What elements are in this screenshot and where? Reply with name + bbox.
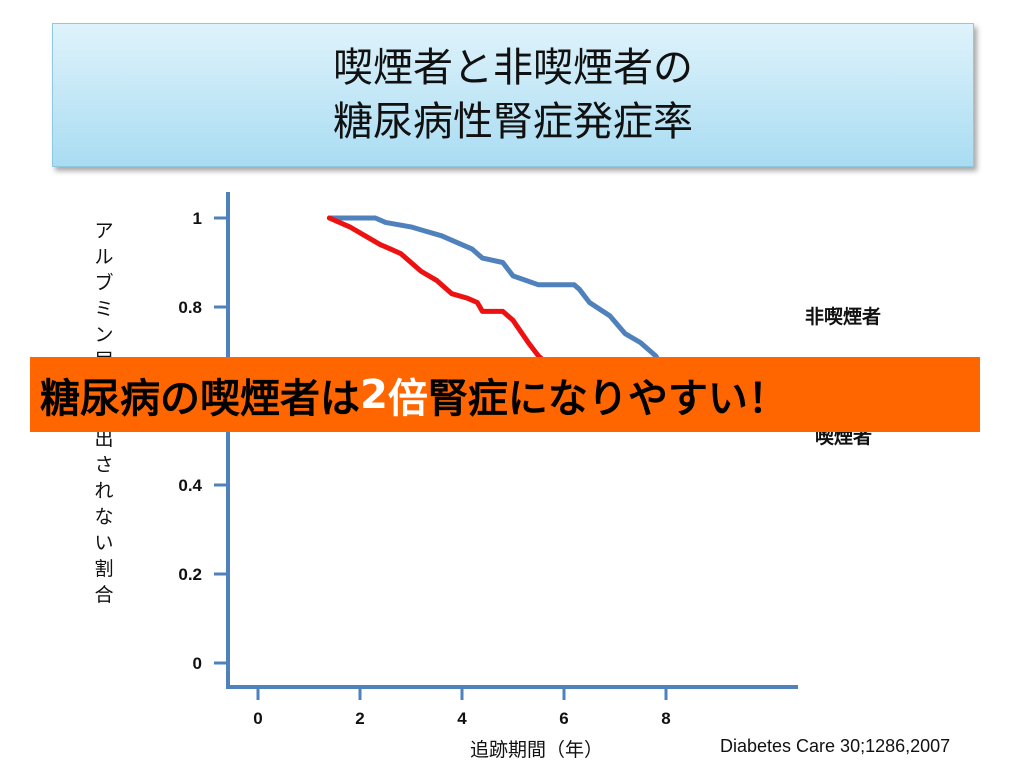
series-line-non-smoker <box>326 215 725 368</box>
banner-text-before: 糖尿病の喫煙者は <box>40 375 360 422</box>
series-line-smoker <box>326 215 567 386</box>
banner-text-after: 腎症になりやすい！ <box>427 375 788 422</box>
x-tick-label: 2 <box>355 709 364 728</box>
y-tick-label: 0.4 <box>178 476 202 495</box>
y-tick-label: 1 <box>193 209 202 228</box>
banner-highlight-number: 2 <box>360 371 388 418</box>
title-box: 喫煙者と非喫煙者の 糖尿病性腎症発症率 <box>52 23 974 167</box>
y-tick-label: 0.2 <box>178 565 202 584</box>
title-line-1: 喫煙者と非喫煙者の <box>333 45 693 91</box>
y-tick-label: 0 <box>193 654 202 673</box>
x-tick-label: 8 <box>661 709 670 728</box>
banner-highlight-char: 倍 <box>387 375 428 422</box>
title-line-2: 糖尿病性腎症発症率 <box>333 99 693 145</box>
series-label-non-smoker: 非喫煙者 <box>805 306 882 328</box>
x-tick-label: 0 <box>253 709 262 728</box>
x-tick-label: 4 <box>457 709 467 728</box>
highlight-banner: 糖尿病の喫煙者は 2 倍腎症になりやすい！ <box>30 357 980 432</box>
y-tick-label: 0.8 <box>178 298 202 317</box>
x-tick-label: 6 <box>559 709 568 728</box>
x-axis-label: 追跡期間（年） <box>470 739 604 761</box>
citation: Diabetes Care 30;1286,2007 <box>720 736 951 756</box>
